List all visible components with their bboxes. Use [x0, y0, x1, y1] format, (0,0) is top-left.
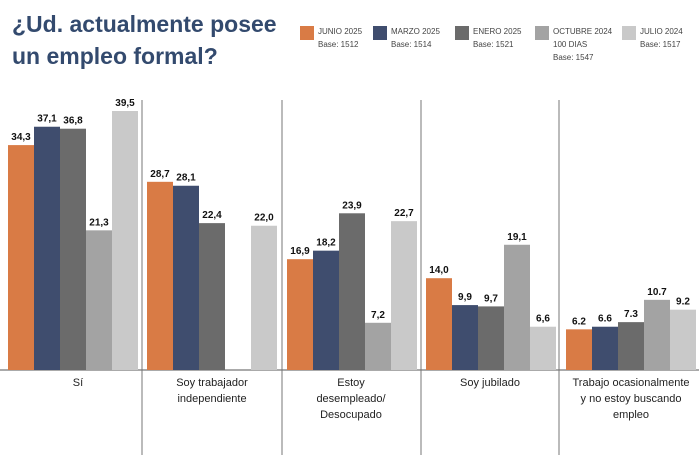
bar-g4-s1	[426, 278, 452, 370]
value-label-g4-s2: 9,9	[458, 292, 472, 303]
bar-g4-s3	[478, 306, 504, 370]
legend-name-3: ENERO 2025	[473, 27, 522, 36]
value-label-g2-s1: 28,7	[150, 169, 170, 180]
bar-g1-s4	[86, 230, 112, 370]
bar-g1-s5	[112, 111, 138, 370]
bar-g5-s5	[670, 309, 696, 370]
legend-base-1: Base: 1512	[318, 40, 359, 49]
category-label-4-line-1: Soy jubilado	[460, 377, 520, 389]
category-label-5-line-1: Trabajo ocasionalmente	[573, 377, 690, 389]
value-label-g3-s1: 16,9	[290, 246, 310, 257]
bar-g5-s2	[592, 326, 618, 370]
value-label-g4-s3: 9,7	[484, 293, 498, 304]
legend-swatch-4	[535, 26, 549, 40]
legend-base-5: Base: 1517	[640, 40, 681, 49]
category-label-3-line-3: Desocupado	[320, 409, 382, 421]
value-label-g1-s5: 39,5	[115, 98, 135, 109]
legend-name-4: OCTUBRE 2024	[553, 27, 613, 36]
bar-g3-s3	[339, 213, 365, 370]
legend-base2-4: Base: 1547	[553, 53, 594, 62]
bar-g4-s5	[530, 326, 556, 370]
value-label-g1-s1: 34,3	[11, 132, 31, 143]
value-label-g3-s5: 22,7	[394, 208, 414, 219]
bar-g4-s2	[452, 305, 478, 370]
bar-g3-s2	[313, 250, 339, 370]
value-label-g4-s5: 6,6	[536, 314, 550, 325]
category-label-2-line-2: independiente	[177, 393, 246, 405]
legend-swatch-3	[455, 26, 469, 40]
category-label-5-line-2: y no estoy buscando	[581, 393, 682, 405]
bar-g2-s2	[173, 185, 199, 370]
legend-swatch-1	[300, 26, 314, 40]
legend-name-1: JUNIO 2025	[318, 27, 363, 36]
value-label-g3-s3: 23,9	[342, 200, 362, 211]
value-label-g5-s1: 6.2	[572, 316, 586, 327]
value-label-g1-s3: 36,8	[63, 116, 83, 127]
value-label-g5-s5: 9.2	[676, 297, 690, 308]
value-label-g1-s2: 37,1	[37, 114, 57, 125]
value-label-g3-s4: 7,2	[371, 310, 385, 321]
legend-base-3: Base: 1521	[473, 40, 514, 49]
value-label-g5-s3: 7.3	[624, 309, 638, 320]
bar-g5-s4	[644, 299, 670, 370]
bar-g1-s3	[60, 128, 86, 370]
category-label-3-line-2: desempleado/	[316, 393, 386, 405]
category-label-5-line-3: empleo	[613, 409, 649, 421]
category-label-2-line-1: Soy trabajador	[176, 377, 248, 389]
chart-title-line-1: ¿Ud. actualmente posee	[12, 11, 277, 37]
bar-g5-s1	[566, 329, 592, 370]
bar-g2-s3	[199, 223, 225, 370]
legend-name-5: JULIO 2024	[640, 27, 683, 36]
value-label-g4-s1: 14,0	[429, 265, 449, 276]
bar-g5-s3	[618, 322, 644, 370]
bar-g4-s4	[504, 244, 530, 370]
legend-base-4: 100 DIAS	[553, 40, 587, 49]
category-label-3-line-1: Estoy	[337, 377, 365, 389]
bar-g1-s1	[8, 145, 34, 370]
category-label-1-line-1: Sí	[73, 377, 83, 389]
value-label-g5-s2: 6.6	[598, 314, 612, 325]
bar-g2-s5	[251, 225, 277, 370]
value-label-g5-s4: 10.7	[647, 287, 667, 298]
bar-g3-s1	[287, 259, 313, 370]
value-label-g2-s5: 22,0	[254, 213, 274, 224]
value-label-g4-s4: 19,1	[507, 232, 527, 243]
chart-title: ¿Ud. actualmente posee un empleo formal?	[12, 8, 292, 72]
legend-name-2: MARZO 2025	[391, 27, 440, 36]
value-label-g1-s4: 21,3	[89, 217, 109, 228]
legend-swatch-5	[622, 26, 636, 40]
value-label-g2-s3: 22,4	[202, 210, 222, 221]
bar-g3-s4	[365, 322, 391, 370]
legend-base-2: Base: 1514	[391, 40, 432, 49]
chart-title-line-2: un empleo formal?	[12, 43, 218, 69]
legend-swatch-2	[373, 26, 387, 40]
bar-g2-s1	[147, 181, 173, 370]
value-label-g3-s2: 18,2	[316, 238, 336, 249]
bar-g3-s5	[391, 221, 417, 370]
bar-g1-s2	[34, 126, 60, 370]
value-label-g2-s2: 28,1	[176, 173, 196, 184]
